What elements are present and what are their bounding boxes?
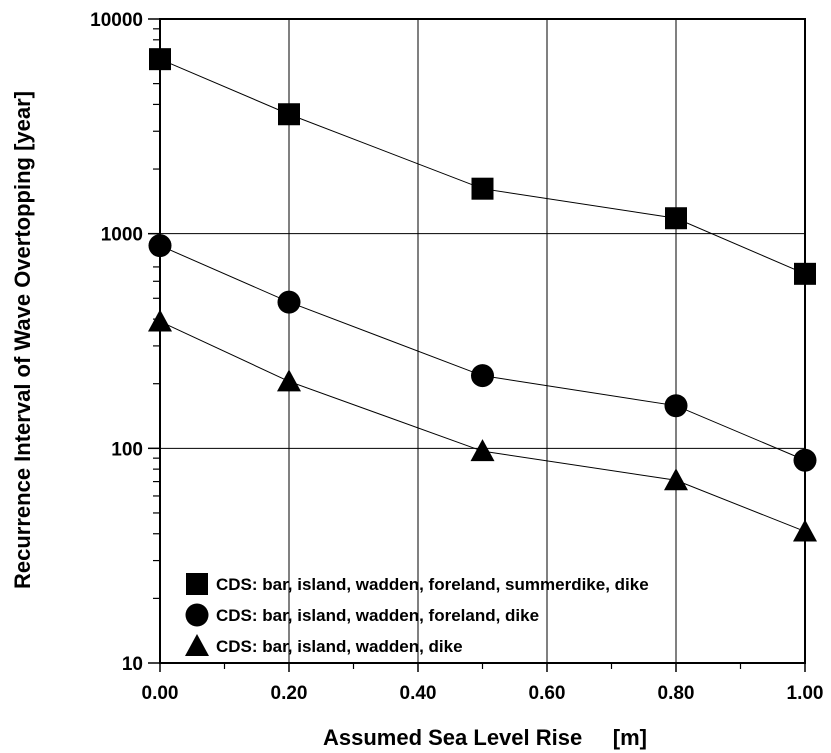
- data-point-square: [278, 103, 300, 126]
- y-axis-title: Recurrence Interval of Wave Overtopping …: [10, 91, 35, 589]
- data-point-triangle: [664, 468, 688, 491]
- data-point-square: [149, 48, 171, 71]
- data-point-square: [794, 262, 816, 285]
- data-point-triangle: [148, 309, 172, 332]
- data-point-circle: [793, 448, 817, 472]
- series-line-circle: [159, 245, 806, 461]
- legend-marker-circle: [185, 603, 209, 627]
- data-point-triangle: [470, 439, 495, 462]
- data-point-circle: [664, 394, 688, 418]
- series-line-square: [159, 58, 806, 275]
- x-tick-label: 1.00: [787, 683, 824, 704]
- legend-marker-triangle: [185, 634, 209, 656]
- y-tick-label: 10: [122, 654, 143, 675]
- y-tick-label: 10000: [90, 10, 143, 31]
- data-point-circle: [148, 234, 172, 258]
- legend: CDS: bar, island, wadden, foreland, summ…: [185, 573, 649, 656]
- legend-label: CDS: bar, island, wadden, foreland, dike: [216, 606, 539, 625]
- y-tick-label: 100: [111, 439, 143, 460]
- data-point-circle: [471, 364, 494, 388]
- y-tick-label: 1000: [101, 225, 143, 246]
- x-tick-labels: 0.00 0.20 0.40 0.60 0.80 1.00: [142, 683, 824, 704]
- x-tick-label: 0.80: [658, 683, 695, 704]
- x-tick-label: 0.20: [271, 683, 308, 704]
- x-tick-label: 0.60: [529, 683, 566, 704]
- grid: [159, 18, 806, 664]
- legend-label: CDS: bar, island, wadden, foreland, summ…: [216, 575, 649, 594]
- legend-label: CDS: bar, island, wadden, dike: [216, 637, 463, 656]
- data-point-square: [665, 207, 687, 230]
- series-line-triangle: [159, 320, 806, 532]
- data-point-square: [471, 177, 494, 200]
- legend-marker-square: [186, 573, 208, 595]
- axis-ticks: [148, 18, 806, 672]
- x-tick-label: 0.40: [400, 683, 437, 704]
- x-tick-label: 0.00: [142, 683, 179, 704]
- data-series: [148, 48, 817, 542]
- plot-frame: [159, 18, 806, 664]
- data-point-triangle: [793, 519, 817, 542]
- data-point-circle: [277, 290, 301, 314]
- data-point-triangle: [277, 369, 301, 392]
- y-tick-labels: 10 100 1000 10000: [90, 10, 143, 675]
- x-axis-title: Assumed Sea Level Rise [m]: [323, 725, 647, 750]
